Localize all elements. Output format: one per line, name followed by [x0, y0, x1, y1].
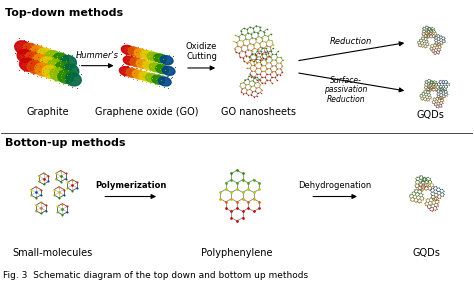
Ellipse shape — [63, 64, 79, 77]
Text: Reduction: Reduction — [329, 37, 372, 46]
Ellipse shape — [15, 41, 30, 54]
Ellipse shape — [137, 59, 149, 68]
Ellipse shape — [53, 53, 69, 66]
Ellipse shape — [156, 65, 168, 74]
Ellipse shape — [130, 58, 143, 67]
Ellipse shape — [30, 46, 46, 59]
Ellipse shape — [149, 63, 162, 72]
Ellipse shape — [143, 61, 155, 70]
Text: Small-molecules: Small-molecules — [12, 248, 93, 258]
Text: Botton-up methods: Botton-up methods — [5, 138, 126, 148]
Ellipse shape — [35, 63, 51, 76]
Ellipse shape — [37, 48, 54, 61]
Ellipse shape — [27, 61, 43, 74]
Ellipse shape — [146, 74, 158, 82]
Text: GQDs: GQDs — [412, 248, 440, 258]
Text: Fig. 3  Schematic diagram of the top down and bottom up methods: Fig. 3 Schematic diagram of the top down… — [3, 271, 308, 280]
Ellipse shape — [154, 54, 166, 63]
Ellipse shape — [40, 57, 56, 70]
Text: Graphite: Graphite — [27, 108, 69, 118]
Ellipse shape — [32, 54, 48, 68]
Text: Dehydrogenation: Dehydrogenation — [299, 181, 372, 190]
Ellipse shape — [22, 43, 38, 56]
Text: Oxidize
Cutting: Oxidize Cutting — [186, 42, 217, 61]
Ellipse shape — [123, 56, 136, 65]
Text: Surface-
passivation
Reduction: Surface- passivation Reduction — [324, 76, 367, 104]
Ellipse shape — [48, 59, 64, 72]
Text: Polymerization: Polymerization — [95, 181, 166, 190]
Text: Polyphenylene: Polyphenylene — [201, 248, 273, 258]
Ellipse shape — [121, 45, 134, 55]
Ellipse shape — [25, 52, 41, 65]
Ellipse shape — [158, 77, 171, 86]
Ellipse shape — [147, 52, 160, 61]
Ellipse shape — [43, 65, 58, 78]
Ellipse shape — [119, 67, 132, 76]
Ellipse shape — [55, 62, 71, 75]
Ellipse shape — [162, 66, 175, 75]
Ellipse shape — [65, 73, 81, 86]
Text: GQDs: GQDs — [417, 110, 445, 120]
Text: Hummer's: Hummer's — [76, 51, 119, 60]
Text: Graphene oxide (GO): Graphene oxide (GO) — [95, 108, 199, 118]
Ellipse shape — [58, 70, 73, 83]
Ellipse shape — [17, 49, 33, 62]
Ellipse shape — [139, 72, 152, 81]
Ellipse shape — [132, 70, 145, 79]
Ellipse shape — [152, 75, 164, 84]
Ellipse shape — [128, 47, 141, 56]
Ellipse shape — [61, 55, 76, 68]
Ellipse shape — [141, 51, 154, 59]
Ellipse shape — [19, 58, 36, 71]
Ellipse shape — [134, 49, 147, 58]
Ellipse shape — [126, 68, 139, 78]
Text: GO nanosheets: GO nanosheets — [221, 108, 296, 118]
Ellipse shape — [46, 51, 61, 64]
Text: Top-down methods: Top-down methods — [5, 8, 124, 18]
Ellipse shape — [160, 55, 173, 65]
Ellipse shape — [50, 68, 66, 81]
